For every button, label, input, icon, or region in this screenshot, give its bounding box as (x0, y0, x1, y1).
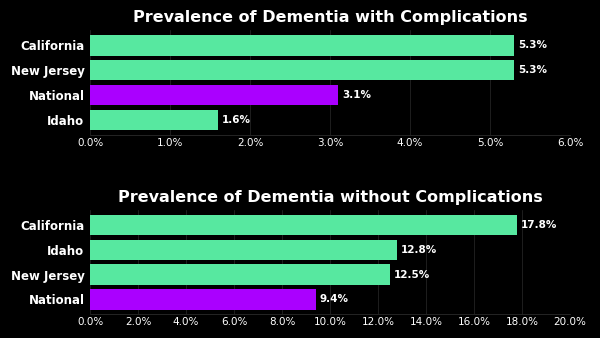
Text: 3.1%: 3.1% (342, 90, 371, 100)
Text: 12.5%: 12.5% (394, 270, 430, 280)
Text: 5.3%: 5.3% (518, 65, 547, 75)
Bar (90, 240, 397, 260)
Title: Prevalence of Dementia with Complications: Prevalence of Dementia with Complication… (133, 10, 527, 25)
Text: 5.3%: 5.3% (518, 40, 547, 50)
Text: 1.6%: 1.6% (222, 115, 251, 125)
Bar (90, 60, 514, 80)
Text: 17.8%: 17.8% (521, 220, 557, 230)
Bar (90, 264, 390, 285)
Text: 12.8%: 12.8% (401, 245, 437, 255)
Bar (90, 215, 517, 235)
Bar (90, 35, 514, 55)
Text: 9.4%: 9.4% (319, 294, 349, 305)
Bar (90, 85, 338, 105)
Title: Prevalence of Dementia without Complications: Prevalence of Dementia without Complicat… (118, 190, 542, 204)
Bar (90, 110, 218, 130)
Bar (90, 289, 316, 310)
